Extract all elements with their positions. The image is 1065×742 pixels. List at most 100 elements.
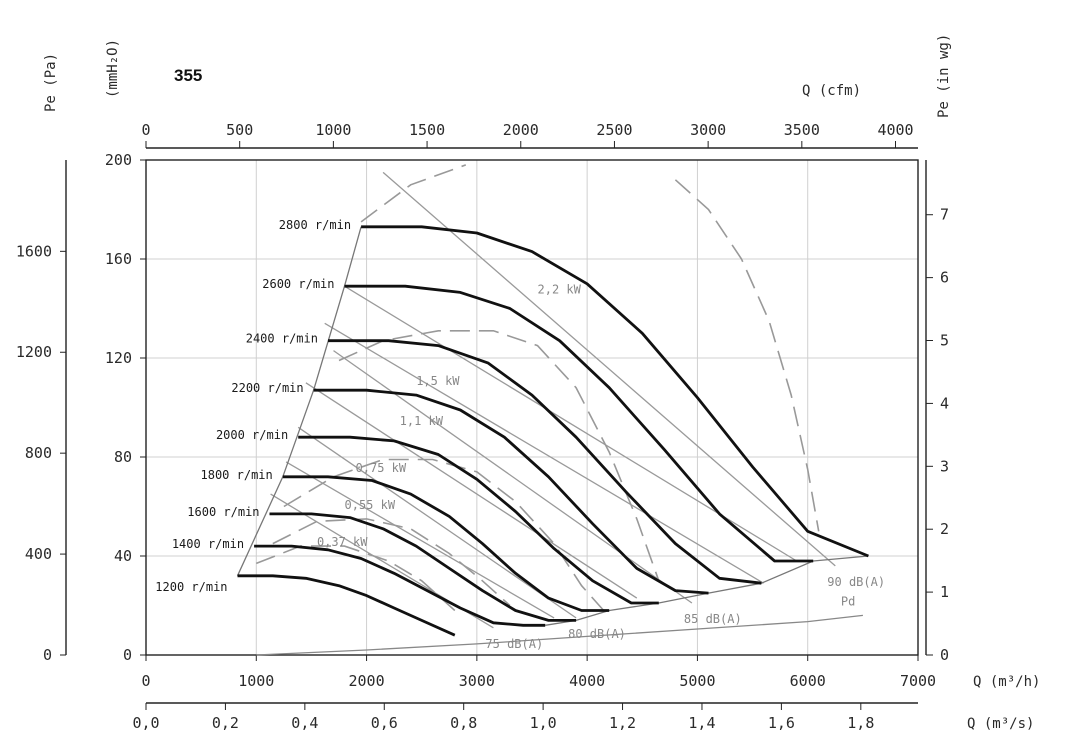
noise-label-85-db-a: 85 dB(A) (684, 612, 742, 626)
power-curve-1-5-kw (338, 330, 660, 582)
x2-tick-label-2: 0,4 (291, 714, 318, 732)
x-tick-label-4000: 4000 (569, 672, 605, 690)
x-axis-label-m3h: Q (m³/h) (973, 674, 1040, 690)
noise-label-90-db-a: 90 dB(A) (827, 575, 885, 589)
y-right-tick-label-7: 7 (940, 206, 949, 224)
speed-curve-1600-r-min (269, 512, 577, 622)
speed-curve-2600-r-min (344, 284, 814, 563)
power-curve-0-75-kw (283, 458, 605, 612)
y-right-tick-label-0: 0 (940, 646, 949, 664)
power-curve-0-37-kw (256, 545, 456, 612)
y-right-tick-label-5: 5 (940, 332, 949, 350)
operating-limit-curve (545, 555, 869, 626)
speed-label-2000-r-min: 2000 r/min (216, 428, 288, 442)
power-curve-2-2-kw (674, 179, 820, 532)
speed-curve-2800-r-min (361, 225, 869, 558)
y-right-tick-label-2: 2 (940, 520, 949, 538)
xtop-tick-label-2000: 2000 (503, 121, 539, 139)
y-inner-tick-label-160: 160 (105, 250, 132, 268)
speed-curve-2200-r-min (313, 388, 709, 595)
x-tick-label-7000: 7000 (900, 672, 936, 690)
power-label-0-75-kw: 0,75 kW (356, 461, 407, 475)
speed-label-1800-r-min: 1800 r/min (201, 468, 273, 482)
noise-label-80-db-a: 80 dB(A) (568, 627, 626, 641)
x2-tick-label-0: 0,0 (132, 714, 159, 732)
y-outer-tick-label-800: 800 (25, 444, 52, 462)
y-right-axis-label: Pe (in wg) (936, 34, 952, 118)
y-outer-tick-label-1200: 1200 (16, 343, 52, 361)
y-inner-tick-label-200: 200 (105, 151, 132, 169)
x2-tick-label-5: 1,0 (530, 714, 557, 732)
speed-curve-2400-r-min (328, 339, 762, 585)
y-outer-tick-label-1600: 1600 (16, 242, 52, 260)
x-tick-label-2000: 2000 (349, 672, 385, 690)
x2-tick-label-7: 1,4 (688, 714, 715, 732)
xtop-tick-label-2500: 2500 (596, 121, 632, 139)
xtop-tick-label-0: 0 (141, 121, 150, 139)
x2-tick-label-4: 0,8 (450, 714, 477, 732)
y-right-tick-label-1: 1 (940, 583, 949, 601)
y-outer-tick-label-0: 0 (43, 646, 52, 664)
grid-layer (146, 160, 918, 655)
x-tick-label-0: 0 (141, 672, 150, 690)
label-layer: Pd 75 dB(A) 80 dB(A) 85 dB(A) 90 dB(A) 2,2 kW… (155, 218, 885, 651)
y-outer-axis-label: Pe (Pa) (43, 53, 59, 112)
speed-label-1600-r-min: 1600 r/min (187, 505, 259, 519)
speed-label-1400-r-min: 1400 r/min (172, 537, 244, 551)
noise-label-75-db-a: 75 dB(A) (485, 637, 543, 651)
plot-frame (145, 159, 919, 656)
xtop-tick-label-3500: 3500 (784, 121, 820, 139)
x-tick-label-1000: 1000 (238, 672, 274, 690)
model-label: 355 (174, 66, 202, 85)
axes-layer: 0 1000 2000 3000 4000 5000 6000 7000 Q (m³/h)0,0… (16, 34, 1041, 732)
power-label-2-2-kw: 2,2 kW (538, 283, 582, 297)
speed-curve-1200-r-min (237, 574, 456, 637)
y-inner-tick-label-120: 120 (105, 349, 132, 367)
noise-line-90-db-a (382, 171, 836, 567)
y-inner-tick-label-40: 40 (114, 547, 132, 565)
x2-axis-label-m3s: Q (m³/s) (967, 716, 1034, 732)
xtop-axis-label-cfm: Q (cfm) (802, 83, 861, 99)
power-label-0-55-kw: 0,55 kW (345, 498, 396, 512)
speed-label-2400-r-min: 2400 r/min (246, 332, 318, 346)
x2-tick-label-3: 0,6 (371, 714, 398, 732)
x-tick-label-6000: 6000 (790, 672, 826, 690)
x-tick-label-5000: 5000 (679, 672, 715, 690)
speed-curve-2000-r-min (298, 435, 659, 605)
xtop-tick-label-3000: 3000 (690, 121, 726, 139)
noise-line-80-db-a (297, 426, 577, 619)
xtop-tick-label-4000: 4000 (877, 121, 913, 139)
speed-curve-1400-r-min (254, 544, 546, 627)
y-inner-tick-label-0: 0 (123, 646, 132, 664)
noise-guide-line-1 (305, 382, 638, 599)
x2-tick-label-9: 1,8 (847, 714, 874, 732)
x2-tick-label-1: 0,2 (212, 714, 239, 732)
xtop-tick-label-1000: 1000 (315, 121, 351, 139)
power-label-1-1-kw: 1,1 kW (400, 414, 444, 428)
x-tick-label-3000: 3000 (459, 672, 495, 690)
pd-label: Pd (841, 594, 855, 608)
x2-tick-label-8: 1,6 (768, 714, 795, 732)
y-right-tick-label-3: 3 (940, 457, 949, 475)
y-inner-tick-label-80: 80 (114, 448, 132, 466)
power-curve-0-55-kw (272, 518, 511, 607)
noise-guide-line-0 (324, 322, 764, 584)
xtop-tick-label-500: 500 (226, 121, 253, 139)
speed-label-2800-r-min: 2800 r/min (279, 218, 351, 232)
speed-label-1200-r-min: 1200 r/min (155, 580, 227, 594)
curve-layer (236, 164, 869, 656)
x2-tick-label-6: 1,2 (609, 714, 636, 732)
speed-curve-1800-r-min (282, 475, 610, 612)
power-label-1-5-kw: 1,5 kW (416, 374, 460, 388)
y-outer-tick-label-400: 400 (25, 545, 52, 563)
y-right-tick-label-6: 6 (940, 269, 949, 287)
xtop-tick-label-1500: 1500 (409, 121, 445, 139)
pd-curve (256, 614, 863, 656)
y-right-tick-label-4: 4 (940, 394, 949, 412)
y-inner-axis-label: (mmH₂O) (105, 39, 121, 98)
power-label-0-37-kw: 0,37 kW (317, 535, 368, 549)
noise-guide-line-2 (285, 461, 555, 619)
power-curve-1-1-kw (360, 164, 467, 223)
speed-label-2600-r-min: 2600 r/min (262, 277, 334, 291)
